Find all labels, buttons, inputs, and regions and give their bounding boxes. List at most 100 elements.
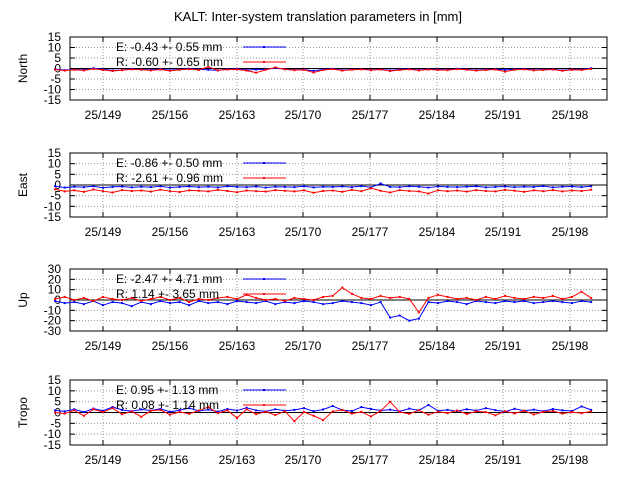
data-point — [504, 70, 506, 73]
data-point — [561, 69, 564, 72]
data-point — [494, 409, 497, 412]
y-tick-label: -10 — [44, 427, 62, 441]
data-point — [245, 189, 248, 192]
data-point — [523, 409, 526, 412]
data-point — [303, 411, 305, 414]
data-point — [102, 68, 104, 71]
x-tick-label: 25/184 — [419, 453, 456, 467]
data-point — [178, 410, 181, 413]
data-point — [293, 408, 296, 411]
data-point — [92, 67, 95, 70]
y-tick-label: 10 — [48, 384, 62, 398]
data-point — [303, 297, 305, 300]
data-point — [207, 406, 210, 409]
data-point — [140, 415, 143, 418]
data-point — [82, 414, 85, 417]
data-point — [360, 296, 363, 299]
data-point — [73, 409, 76, 412]
x-tick-label: 25/177 — [352, 108, 389, 122]
data-point — [264, 299, 267, 301]
data-point — [178, 68, 181, 71]
data-point — [92, 188, 95, 191]
data-point — [207, 190, 210, 193]
x-tick-label: 25/170 — [285, 339, 322, 353]
data-point — [303, 189, 305, 192]
data-point — [475, 410, 478, 413]
data-point — [437, 185, 439, 188]
data-point — [130, 186, 133, 189]
x-tick-label: 25/184 — [419, 108, 456, 122]
data-point — [255, 409, 258, 412]
legend-entry: E: -0.43 +- 0.55 mm — [116, 40, 222, 54]
data-point — [475, 69, 478, 72]
data-point — [159, 295, 162, 298]
data-point — [542, 190, 545, 193]
data-point — [188, 185, 191, 188]
data-point — [465, 413, 468, 416]
legend-entry: R: 0.08 +- 1.14 mm — [116, 398, 219, 412]
y-tick-label: 0 — [54, 293, 61, 307]
data-point — [341, 185, 344, 188]
data-point — [590, 67, 593, 70]
data-point — [283, 189, 286, 192]
data-point — [389, 296, 392, 299]
x-tick-label: 25/156 — [152, 339, 189, 353]
data-point — [475, 185, 478, 188]
series-E — [54, 300, 593, 322]
data-point — [484, 295, 487, 298]
data-point — [571, 68, 573, 71]
data-point — [245, 406, 248, 409]
data-point — [532, 302, 535, 305]
data-point — [159, 408, 162, 411]
data-point — [207, 65, 210, 68]
data-point — [427, 403, 430, 406]
data-point — [389, 316, 392, 319]
data-point — [398, 68, 401, 71]
data-point — [523, 190, 526, 193]
data-point — [102, 409, 104, 412]
data-point — [513, 301, 516, 304]
data-point — [408, 189, 411, 192]
data-point — [484, 186, 487, 189]
data-point — [580, 405, 583, 408]
legend-marker — [263, 404, 265, 406]
y-tick-label: 15 — [48, 30, 62, 44]
data-point — [159, 185, 162, 188]
data-point — [513, 186, 516, 189]
data-point — [408, 412, 411, 415]
y-tick-label: -20 — [44, 314, 62, 328]
y-tick-label: 10 — [48, 283, 62, 297]
data-point — [504, 410, 506, 413]
data-point — [216, 410, 219, 413]
y-tick-label: 5 — [54, 167, 61, 181]
data-point — [283, 68, 286, 71]
x-tick-label: 25/191 — [485, 339, 522, 353]
x-tick-label: 25/149 — [85, 108, 122, 122]
data-point — [580, 412, 583, 415]
data-point — [216, 412, 219, 415]
legend-entry: R: -2.61 +- 0.96 mm — [116, 171, 223, 185]
data-point — [283, 300, 286, 303]
data-point — [226, 303, 229, 306]
data-point — [322, 189, 325, 192]
data-point — [350, 68, 353, 71]
data-point — [140, 300, 143, 303]
data-point — [159, 300, 162, 303]
data-point — [504, 300, 506, 303]
data-point — [408, 185, 411, 188]
x-tick-label: 25/191 — [485, 453, 522, 467]
series-R — [54, 400, 593, 423]
data-point — [54, 300, 57, 303]
data-point — [73, 299, 76, 301]
data-point — [465, 68, 468, 71]
data-point — [226, 189, 229, 192]
data-point — [216, 69, 219, 72]
series-R — [54, 187, 593, 195]
data-point — [303, 185, 305, 188]
data-point — [82, 186, 85, 189]
data-point — [245, 293, 248, 296]
data-point — [197, 68, 200, 71]
data-point — [590, 188, 593, 191]
x-tick-label: 25/170 — [285, 225, 322, 239]
